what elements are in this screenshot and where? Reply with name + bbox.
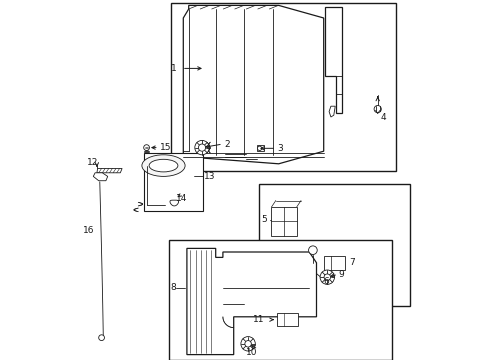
Text: 8: 8 — [170, 284, 176, 292]
Ellipse shape — [142, 155, 185, 176]
Polygon shape — [93, 173, 107, 181]
Text: 9: 9 — [338, 270, 344, 279]
Text: 2: 2 — [224, 140, 229, 149]
Text: 7: 7 — [348, 258, 354, 267]
Ellipse shape — [149, 159, 178, 172]
Text: 3: 3 — [276, 144, 282, 153]
Text: 10: 10 — [246, 348, 257, 356]
Text: 4: 4 — [380, 112, 386, 122]
Circle shape — [257, 146, 261, 150]
Text: 16: 16 — [82, 226, 94, 235]
Circle shape — [99, 335, 104, 341]
Text: 13: 13 — [204, 172, 215, 181]
Circle shape — [320, 270, 334, 284]
Circle shape — [308, 246, 317, 255]
Circle shape — [244, 341, 251, 347]
Text: 6: 6 — [323, 277, 329, 286]
Bar — [276, 313, 298, 326]
Bar — [168, 240, 391, 360]
Circle shape — [198, 144, 205, 151]
Bar — [143, 153, 203, 211]
Circle shape — [143, 145, 149, 150]
Polygon shape — [325, 7, 341, 113]
Text: 15: 15 — [159, 143, 171, 152]
Polygon shape — [183, 5, 323, 164]
Circle shape — [241, 337, 255, 351]
Polygon shape — [257, 145, 264, 151]
Bar — [258, 184, 409, 306]
Circle shape — [324, 274, 330, 280]
Polygon shape — [97, 168, 122, 173]
Text: 5: 5 — [261, 215, 267, 224]
Bar — [271, 207, 296, 236]
Text: 12: 12 — [87, 158, 98, 167]
Text: 14: 14 — [176, 194, 187, 202]
Bar — [170, 3, 395, 171]
Polygon shape — [170, 200, 178, 206]
Polygon shape — [328, 106, 335, 117]
Text: 1: 1 — [170, 64, 176, 73]
Bar — [323, 256, 345, 270]
Text: 11: 11 — [252, 315, 264, 324]
Polygon shape — [186, 248, 316, 355]
Circle shape — [194, 140, 209, 155]
Circle shape — [373, 105, 381, 113]
